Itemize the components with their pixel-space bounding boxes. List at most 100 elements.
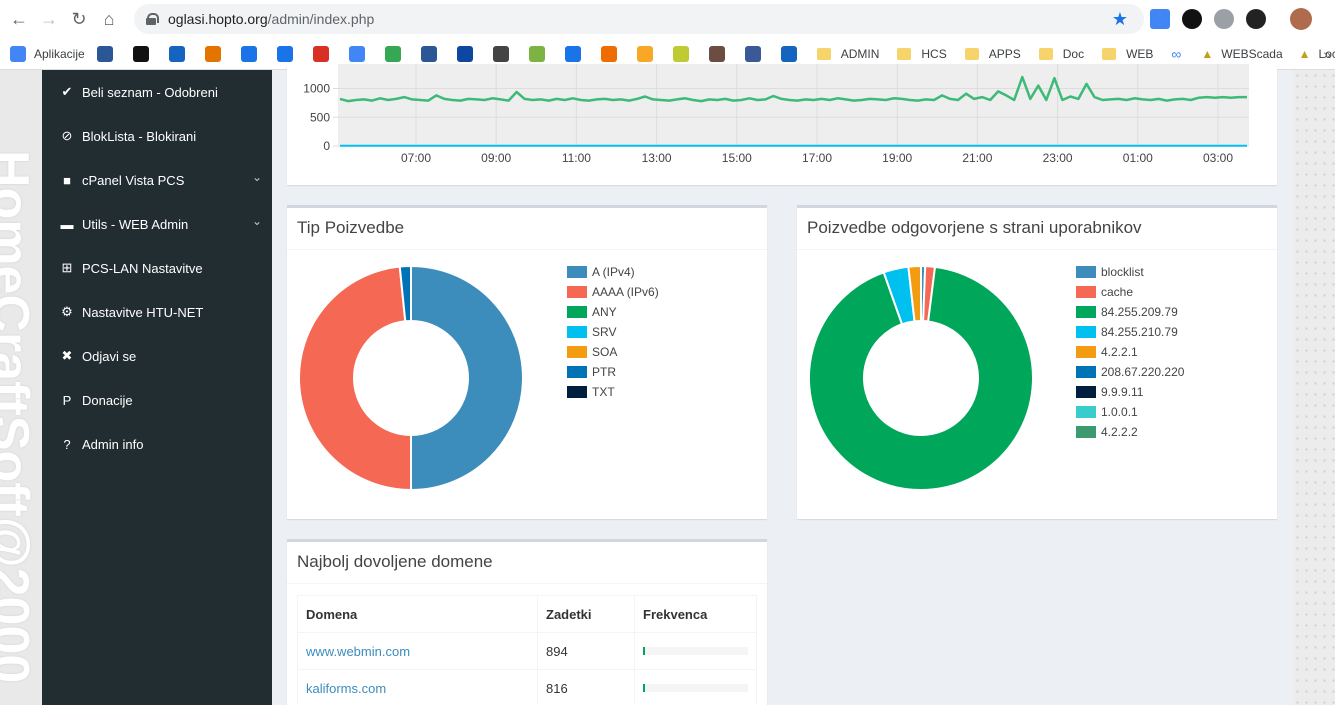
back-arrow-icon[interactable]: ← bbox=[10, 8, 28, 29]
sidebar-item[interactable]: ⊞ PCS-LAN Nastavitve bbox=[42, 246, 272, 290]
bookmark-site[interactable] bbox=[348, 44, 373, 64]
shield-extension-icon[interactable] bbox=[1246, 9, 1266, 29]
legend-item[interactable]: 4.2.2.2 bbox=[1076, 422, 1184, 442]
bookmark-site[interactable] bbox=[636, 44, 661, 64]
ip-extension-icon[interactable] bbox=[1182, 9, 1202, 29]
legend-label: cache bbox=[1101, 285, 1134, 299]
legend-item[interactable]: SOA bbox=[567, 342, 659, 362]
bookmark-site[interactable] bbox=[564, 44, 589, 64]
folder-label: ADMIN bbox=[840, 46, 880, 61]
translate-extension-icon[interactable] bbox=[1150, 9, 1170, 29]
folder-icon bbox=[964, 47, 979, 60]
legend-label: PTR bbox=[592, 365, 616, 379]
left-decorative-strip: HomeCraftSoft@2000 bbox=[0, 70, 42, 705]
legend-item[interactable]: 84.255.210.79 bbox=[1076, 322, 1184, 342]
more-bookmarks-icon[interactable]: » bbox=[1323, 45, 1331, 62]
bookmark-site[interactable] bbox=[708, 44, 733, 64]
column-header[interactable]: Domena bbox=[297, 595, 538, 633]
bookmark-site[interactable] bbox=[492, 44, 517, 64]
donut-slice[interactable] bbox=[398, 264, 412, 323]
bookmark-folder[interactable]: ADMIN bbox=[816, 44, 880, 64]
bookmark-folder[interactable]: WEB bbox=[1102, 44, 1153, 64]
bookmark-site[interactable] bbox=[168, 44, 193, 64]
address-bar[interactable]: oglasi.hopto.org/admin/index.php ★ bbox=[134, 4, 1144, 34]
bookmark-apps[interactable]: Aplikacije bbox=[10, 44, 85, 64]
legend-item[interactable]: TXT bbox=[567, 382, 659, 402]
sidebar-item[interactable]: ⚙ Nastavitve HTU-NET bbox=[42, 290, 272, 334]
line-chart: 1000 500 0 07:00 09:00 11:00 13:00 15:00 17:00 19… bbox=[303, 64, 1249, 165]
legend-item[interactable]: 9.9.9.11 bbox=[1076, 382, 1184, 402]
domain-link[interactable]: kaliforms.com bbox=[306, 680, 387, 696]
legend-item[interactable]: AAAA (IPv6) bbox=[567, 282, 659, 302]
donut-slice[interactable] bbox=[298, 265, 412, 492]
bookmark-site[interactable] bbox=[528, 44, 553, 64]
legend-item[interactable]: blocklist bbox=[1076, 262, 1184, 282]
legend-item[interactable]: PTR bbox=[567, 362, 659, 382]
bookmark-site[interactable] bbox=[384, 44, 409, 64]
bookmark-infinity[interactable]: ∞ bbox=[1171, 45, 1182, 62]
bookmark-folder[interactable]: APPS bbox=[964, 44, 1021, 64]
sidebar-item[interactable]: ⊘ BlokLista - Blokirani bbox=[42, 114, 272, 158]
sidebar-item[interactable]: ? Admin info bbox=[42, 422, 272, 466]
sidebar-item[interactable]: ✔ Beli seznam - Odobreni bbox=[42, 70, 272, 114]
sidebar-item[interactable]: P Donacije bbox=[42, 378, 272, 422]
chevron-down-icon: ⌄ bbox=[251, 214, 262, 228]
bookmark-site[interactable] bbox=[204, 44, 229, 64]
bookmark-site[interactable]: ▲ Local bbox=[1299, 44, 1335, 64]
legend-swatch bbox=[1076, 426, 1096, 438]
bookmark-label: WEBScada bbox=[1221, 46, 1283, 61]
bookmark-site[interactable] bbox=[780, 44, 805, 64]
donut-slice[interactable] bbox=[410, 264, 524, 492]
legend-item[interactable]: cache bbox=[1076, 282, 1184, 302]
bookmark-site[interactable] bbox=[744, 44, 769, 64]
lock-icon bbox=[146, 13, 159, 25]
legend-item[interactable]: 1.0.0.1 bbox=[1076, 402, 1184, 422]
legend-item[interactable]: 84.255.209.79 bbox=[1076, 302, 1184, 322]
y-tick-label: 1000 bbox=[303, 82, 330, 96]
folder-label: HCS bbox=[921, 46, 947, 61]
legend-item[interactable]: SRV bbox=[567, 322, 659, 342]
bookmark-folder[interactable]: Doc bbox=[1038, 44, 1084, 64]
y-tick-label: 0 bbox=[323, 139, 330, 153]
bookmark-site[interactable] bbox=[456, 44, 481, 64]
bookmark-site[interactable] bbox=[672, 44, 697, 64]
donut-slice[interactable] bbox=[808, 265, 1034, 491]
legend-swatch bbox=[567, 326, 587, 338]
sidebar-item[interactable]: ■ cPanel Vista PCS ⌄ bbox=[42, 158, 272, 202]
sidebar-item[interactable]: ✖ Odjavi se bbox=[42, 334, 272, 378]
bookmark-site[interactable] bbox=[420, 44, 445, 64]
bookmark-site[interactable] bbox=[132, 44, 157, 64]
reload-icon[interactable]: ↻ bbox=[71, 8, 87, 29]
legend-item[interactable]: 4.2.2.1 bbox=[1076, 342, 1184, 362]
frequency-cell bbox=[634, 632, 757, 670]
bookmark-site[interactable] bbox=[240, 44, 265, 64]
column-header[interactable]: Frekvenca bbox=[634, 595, 757, 633]
frequency-bar-fill bbox=[643, 647, 645, 655]
sidebar-item[interactable]: ▬ Utils - WEB Admin ⌄ bbox=[42, 202, 272, 246]
forward-arrow-icon[interactable]: → bbox=[40, 8, 58, 29]
site-favicon-icon bbox=[528, 45, 545, 62]
globe-extension-icon[interactable] bbox=[1214, 9, 1234, 29]
legend-swatch bbox=[567, 266, 587, 278]
legend-swatch bbox=[1076, 266, 1096, 278]
legend-item[interactable]: 208.67.220.220 bbox=[1076, 362, 1184, 382]
bookmark-site[interactable] bbox=[276, 44, 301, 64]
bookmark-folder[interactable]: HCS bbox=[897, 44, 947, 64]
legend-swatch bbox=[1076, 326, 1096, 338]
bookmark-site[interactable] bbox=[600, 44, 625, 64]
legend-item[interactable]: A (IPv4) bbox=[567, 262, 659, 282]
bookmark-site[interactable] bbox=[96, 44, 121, 64]
hits-cell: 894 bbox=[537, 632, 635, 670]
site-favicon-icon bbox=[564, 45, 581, 62]
bookmark-site[interactable] bbox=[312, 44, 337, 64]
home-icon[interactable]: ⌂ bbox=[103, 8, 115, 29]
top-domains-box: Najbolj dovoljene domene Domena Zadetki … bbox=[287, 539, 767, 705]
bookmark-star-icon[interactable]: ★ bbox=[1111, 9, 1128, 29]
user-avatar[interactable] bbox=[1290, 8, 1312, 30]
legend-item[interactable]: ANY bbox=[567, 302, 659, 322]
bookmark-site[interactable]: ▲ WEBScada bbox=[1201, 44, 1282, 64]
site-favicon-icon bbox=[240, 45, 257, 62]
donut-slice[interactable] bbox=[907, 264, 922, 323]
domain-link[interactable]: www.webmin.com bbox=[306, 643, 411, 659]
column-header[interactable]: Zadetki bbox=[537, 595, 635, 633]
